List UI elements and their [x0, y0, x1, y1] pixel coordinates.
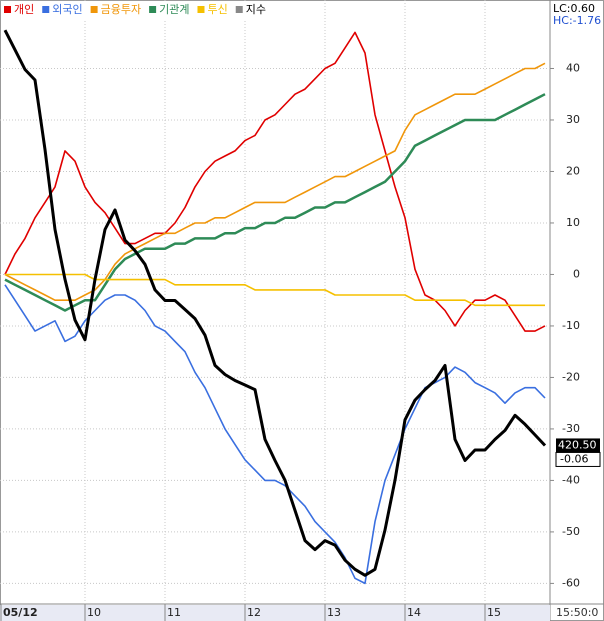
- x-tick-label: 11: [167, 606, 181, 619]
- y-tick-label: 30: [566, 113, 580, 126]
- hc-label: HC:-1.76: [553, 14, 601, 27]
- y-tick-label: 40: [566, 61, 580, 74]
- y-tick-label: -20: [562, 370, 580, 383]
- legend-label: 금융투자: [101, 3, 141, 16]
- x-tick-label: 13: [327, 606, 341, 619]
- plot: [0, 0, 554, 621]
- legend: 개인 외국인 금융투자 기관계 투신 지수: [1, 1, 299, 19]
- legend-label: 투신: [207, 3, 227, 16]
- series-line: [4, 62, 546, 301]
- x-tick-label: 05/12: [3, 606, 38, 619]
- legend-swatch: [197, 6, 205, 13]
- y-tick-label: -40: [562, 473, 580, 486]
- y-tick-label: -10: [562, 319, 580, 332]
- y-tick-label: 20: [566, 164, 580, 177]
- change-label-box: [555, 451, 601, 467]
- x-tick-label: 15: [487, 606, 501, 619]
- legend-label: 개인: [14, 3, 34, 16]
- value-label-box: [556, 438, 600, 453]
- legend-swatch: [235, 6, 243, 13]
- x-tick-label: 12: [247, 606, 261, 619]
- x-axis-band: [0, 605, 550, 621]
- lc-label: LC:0.60: [553, 2, 595, 15]
- legend-swatch: [4, 6, 11, 13]
- value-label: 420.50: [558, 438, 597, 451]
- y-tick-label: -50: [562, 525, 580, 538]
- legend-swatch: [90, 6, 98, 13]
- y-tick-label: -60: [562, 576, 580, 589]
- series-line: [4, 93, 546, 312]
- legend-label: 기관계: [159, 3, 189, 16]
- y-tick-label: -30: [562, 422, 580, 435]
- x-tick-label: 10: [87, 606, 101, 619]
- series-line: [4, 31, 546, 332]
- legend-swatch: [42, 6, 50, 13]
- legend-swatch: [149, 6, 157, 13]
- legend-label: 지수: [246, 3, 266, 16]
- series-line: [3, 29, 547, 577]
- y-tick-label: 10: [566, 216, 580, 229]
- x-tick-label: 14: [407, 606, 421, 619]
- y-tick-label: 0: [573, 267, 580, 280]
- change-label: -0.06: [560, 452, 588, 465]
- series-line: [4, 284, 546, 585]
- time-label: 15:50:0: [556, 606, 598, 619]
- legend-label: 외국인: [52, 3, 82, 16]
